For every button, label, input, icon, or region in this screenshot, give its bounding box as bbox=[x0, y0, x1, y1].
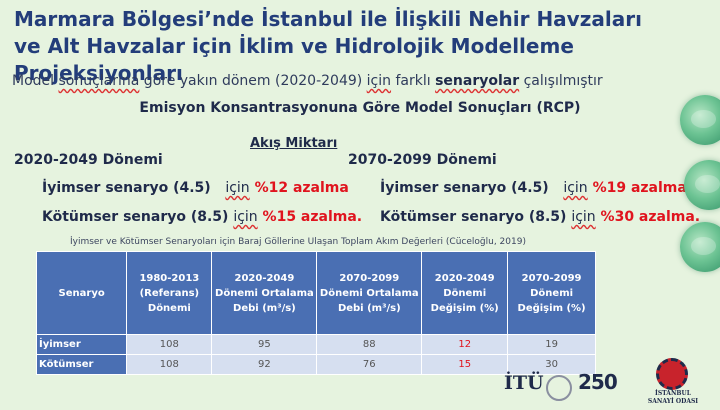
table-header: 1980-2013 (Referans) Dönemi bbox=[126, 251, 213, 335]
scenario-label: Kötümser senaryo (8.5) bbox=[42, 209, 229, 225]
scenario-for: için bbox=[571, 209, 596, 225]
period-2070-label: 2070-2099 Dönemi bbox=[348, 152, 497, 168]
table-cell: Kötümser bbox=[35, 354, 128, 375]
scenario-value: %19 azalma bbox=[592, 180, 687, 196]
scenario-for: için bbox=[233, 209, 258, 225]
table-header: 2070-2099 Dönemi Değişim (%) bbox=[507, 251, 596, 335]
table-cell: İyimser bbox=[35, 334, 128, 355]
table-header: 2020-2049 Dönemi Ortalama Debi (m³/s) bbox=[211, 251, 318, 335]
scenario-2070-optimistic: İyimser senaryo (4.5) için %19 azalma bbox=[380, 180, 687, 196]
table-cell: 15 bbox=[421, 354, 509, 375]
table-cell: 30 bbox=[507, 354, 596, 375]
scenario-2020-pessimistic: Kötümser senaryo (8.5) için %15 azalma. bbox=[42, 209, 362, 225]
table-header: Senaryo bbox=[35, 251, 128, 335]
table-cell: 92 bbox=[211, 354, 318, 375]
scenario-label: İyimser senaryo (4.5) bbox=[42, 180, 211, 196]
subtitle-text: Model bbox=[12, 73, 59, 89]
iso-gear-icon bbox=[656, 358, 688, 390]
anniversary-logo: 250 bbox=[578, 370, 618, 394]
scenario-value: %30 azalma. bbox=[600, 209, 701, 225]
table-cell: 108 bbox=[126, 354, 213, 375]
decorative-orb-icon bbox=[680, 222, 720, 272]
subtitle-text: göre yakın dönem (2020-2049) bbox=[139, 73, 367, 89]
scenario-for: için bbox=[563, 180, 588, 196]
scenario-2020-optimistic: İyimser senaryo (4.5) için %12 azalma bbox=[42, 180, 349, 196]
university-seal-icon bbox=[546, 375, 572, 401]
period-2020-label: 2020-2049 Dönemi bbox=[14, 152, 163, 168]
table-caption: İyimser ve Kötümser Senaryoları için Bar… bbox=[70, 237, 526, 247]
decorative-orb-icon bbox=[680, 95, 720, 145]
iso-logo-line: İSTANBUL bbox=[655, 390, 691, 397]
table-row: İyimser 108 95 88 12 19 bbox=[35, 334, 596, 355]
table-cell: 76 bbox=[316, 354, 423, 375]
subtitle-text: için bbox=[366, 73, 392, 89]
table-cell: 88 bbox=[316, 334, 423, 355]
slide-title: Marmara Bölgesi’nde İstanbul ile İlişkil… bbox=[14, 7, 642, 85]
table-header: 2020-2049 Dönemi Değişim (%) bbox=[421, 251, 509, 335]
scenario-label: İyimser senaryo (4.5) bbox=[380, 180, 549, 196]
rcp-heading: Emisyon Konsantrasyonuna Göre Model Sonu… bbox=[139, 100, 581, 116]
decorative-orb-icon bbox=[684, 160, 720, 210]
flow-table: Senaryo 1980-2013 (Referans) Dönemi 2020… bbox=[35, 251, 596, 375]
scenario-for: için bbox=[225, 180, 250, 196]
flow-heading: Akış Miktarı bbox=[250, 136, 338, 151]
subtitle-text: farklı bbox=[391, 73, 436, 89]
iso-logo: İSTANBUL SANAYİ ODASI bbox=[636, 390, 710, 406]
subtitle-text: çalışılmıştır bbox=[519, 73, 603, 89]
scenario-value: %12 azalma bbox=[254, 180, 349, 196]
table-cell: 95 bbox=[211, 334, 318, 355]
iso-logo-line: SANAYİ ODASI bbox=[647, 398, 699, 405]
scenario-value: %15 azalma. bbox=[262, 209, 363, 225]
subtitle-text: senaryolar bbox=[435, 73, 520, 89]
subtitle-text: sonuçlarına bbox=[58, 73, 140, 89]
scenario-2070-pessimistic: Kötümser senaryo (8.5) için %30 azalma. bbox=[380, 209, 700, 225]
table-header-row: Senaryo 1980-2013 (Referans) Dönemi 2020… bbox=[35, 251, 596, 335]
table-header: 2070-2099 Dönemi Ortalama Debi (m³/s) bbox=[316, 251, 423, 335]
itu-logo: İTÜ bbox=[504, 372, 544, 394]
slide-subtitle: Model sonuçlarına göre yakın dönem (2020… bbox=[12, 73, 603, 89]
table-cell: 12 bbox=[421, 334, 509, 355]
table-cell: 108 bbox=[126, 334, 213, 355]
table-cell: 19 bbox=[507, 334, 596, 355]
scenario-label: Kötümser senaryo (8.5) bbox=[380, 209, 567, 225]
table-row: Kötümser 108 92 76 15 30 bbox=[35, 354, 596, 375]
